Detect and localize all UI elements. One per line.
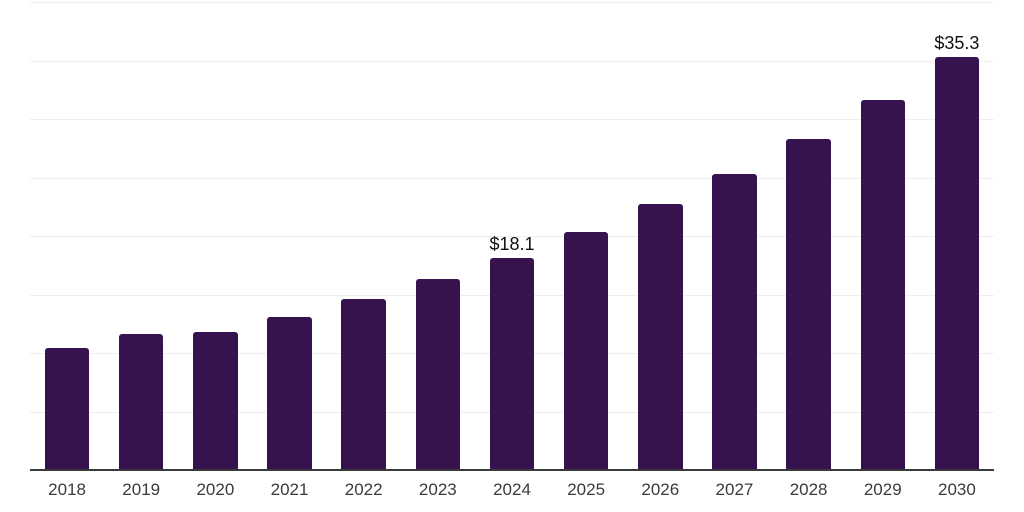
bar-2024 (489, 258, 535, 470)
bar-2019 (118, 334, 164, 470)
x-tick-2019: 2019 (122, 480, 161, 499)
x-tick-2027: 2027 (715, 480, 754, 499)
gridline (30, 119, 994, 120)
x-tick-2020: 2020 (196, 480, 235, 499)
value-label-2030: $35.3 (934, 32, 980, 53)
bar-2029 (860, 100, 906, 470)
x-tick-2024: 2024 (493, 480, 531, 499)
bar-2028 (786, 138, 831, 470)
x-tick-2030: 2030 (938, 480, 976, 499)
x-tick-2029: 2029 (863, 480, 902, 499)
x-axis-line (30, 469, 994, 471)
gridline (30, 2, 994, 3)
x-tick-2018: 2018 (48, 480, 86, 499)
x-tick-2028: 2028 (789, 480, 828, 499)
bar-2027 (712, 173, 757, 470)
value-label-2024: $18.1 (489, 234, 535, 255)
bar-2025 (563, 232, 609, 470)
x-tick-2026: 2026 (641, 480, 680, 499)
x-tick-2021: 2021 (270, 480, 309, 499)
bar-2030 (934, 56, 980, 470)
gridline (30, 236, 994, 237)
bar-2023 (415, 279, 461, 470)
x-tick-2022: 2022 (344, 480, 383, 499)
gridline (30, 60, 994, 62)
bar-2020 (193, 331, 238, 470)
x-tick-2023: 2023 (418, 480, 457, 499)
x-tick-2025: 2025 (567, 480, 606, 499)
bar-2018 (44, 348, 90, 470)
gridline (30, 177, 994, 179)
bar-2022 (341, 299, 386, 470)
bar-2026 (638, 204, 683, 470)
bar-2021 (267, 316, 312, 470)
